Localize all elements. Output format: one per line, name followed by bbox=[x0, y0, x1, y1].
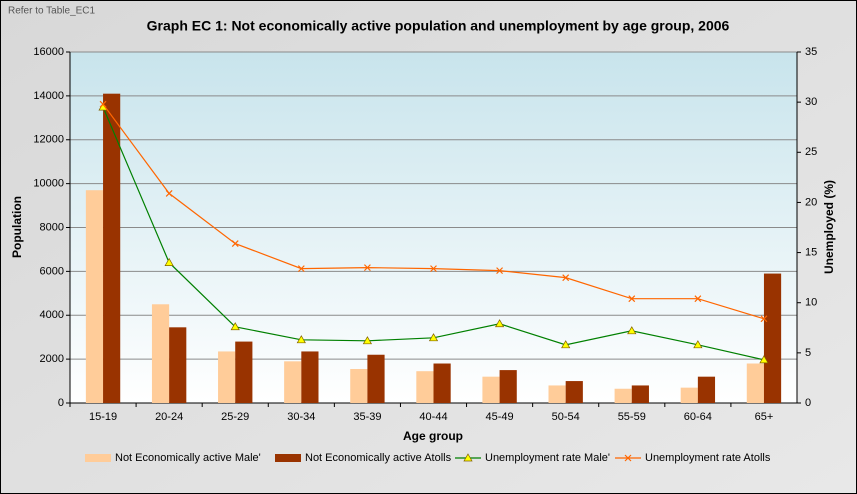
bar bbox=[350, 368, 368, 403]
point bbox=[430, 265, 437, 273]
bar bbox=[103, 93, 121, 404]
point bbox=[363, 264, 371, 272]
y-tick-label: 4000 bbox=[40, 309, 64, 321]
point bbox=[562, 274, 570, 282]
chart-title: Graph EC 1: Not economically active popu… bbox=[147, 18, 730, 34]
x-axis-title: Age group bbox=[403, 429, 463, 443]
point bbox=[760, 315, 768, 323]
x-tick-label: 45-49 bbox=[486, 411, 514, 423]
point bbox=[496, 267, 504, 275]
x-tick-label: 25-29 bbox=[221, 411, 249, 423]
point bbox=[628, 295, 636, 303]
y2-tick-label: 10 bbox=[805, 297, 817, 309]
legend-marker bbox=[463, 453, 473, 462]
y2-tick-label: 35 bbox=[805, 46, 817, 58]
y2-axis-title: Unemployed (%) bbox=[822, 180, 836, 274]
y-tick-label: 8000 bbox=[40, 221, 64, 233]
bar bbox=[746, 363, 764, 403]
y2-tick-label: 15 bbox=[805, 246, 817, 258]
y-tick-label: 14000 bbox=[33, 90, 64, 102]
bar bbox=[499, 370, 517, 403]
bar bbox=[301, 351, 319, 403]
point bbox=[627, 326, 637, 335]
bar bbox=[85, 190, 104, 403]
point bbox=[561, 340, 571, 349]
bar bbox=[218, 351, 236, 403]
bar bbox=[169, 327, 187, 403]
y-tick-label: 12000 bbox=[33, 134, 64, 146]
bar bbox=[482, 376, 500, 403]
point bbox=[296, 335, 306, 344]
x-tick-label: 15-19 bbox=[89, 411, 117, 423]
x-tick-label: 50-54 bbox=[552, 411, 580, 423]
point bbox=[428, 333, 439, 342]
y2-tick-label: 0 bbox=[805, 397, 811, 409]
bar bbox=[284, 361, 302, 403]
y-axis-title: Population bbox=[10, 196, 24, 258]
point bbox=[362, 336, 373, 345]
y-tick-label: 0 bbox=[58, 397, 64, 409]
bar bbox=[565, 381, 583, 403]
point bbox=[759, 355, 769, 364]
x-tick-label: 55-59 bbox=[618, 411, 646, 423]
bar bbox=[631, 385, 649, 403]
x-tick-label: 65+ bbox=[755, 411, 774, 423]
y-tick-label: 10000 bbox=[33, 178, 64, 190]
legend-label: Not Economically active Male' bbox=[115, 452, 261, 464]
bar bbox=[763, 273, 782, 403]
y-tick-label: 2000 bbox=[40, 353, 64, 365]
legend-label: Unemployment rate Male' bbox=[485, 452, 610, 464]
point bbox=[694, 295, 702, 303]
point bbox=[494, 319, 505, 328]
y2-tick-label: 5 bbox=[805, 347, 811, 359]
x-tick-label: 60-64 bbox=[684, 411, 712, 423]
bar bbox=[680, 387, 698, 403]
y2-tick-label: 25 bbox=[805, 146, 817, 158]
legend-label: Not Economically active Atolls bbox=[305, 452, 452, 464]
point bbox=[164, 257, 174, 266]
x-tick-label: 30-34 bbox=[287, 411, 315, 423]
point bbox=[99, 100, 107, 108]
x-tick-label: 35-39 bbox=[353, 411, 381, 423]
bar bbox=[367, 354, 385, 403]
bar bbox=[697, 376, 716, 403]
y2-tick-label: 30 bbox=[805, 96, 817, 108]
point bbox=[297, 265, 305, 273]
bar bbox=[433, 363, 451, 403]
bar bbox=[548, 385, 566, 403]
legend-marker bbox=[624, 454, 632, 462]
legend-label: Unemployment rate Atolls bbox=[645, 452, 771, 464]
bar bbox=[416, 371, 434, 403]
point bbox=[231, 240, 239, 247]
legend-swatch bbox=[275, 454, 301, 462]
point bbox=[693, 340, 703, 349]
bar bbox=[151, 304, 170, 403]
bar bbox=[235, 341, 253, 403]
point bbox=[165, 189, 173, 197]
note: Refer to Table_EC1 bbox=[8, 6, 96, 17]
legend-swatch bbox=[85, 454, 111, 462]
y2-tick-label: 20 bbox=[805, 196, 817, 208]
y-tick-label: 16000 bbox=[33, 46, 64, 58]
bar bbox=[614, 388, 632, 403]
x-tick-label: 40-44 bbox=[419, 411, 447, 423]
y-tick-label: 6000 bbox=[40, 265, 64, 277]
x-tick-label: 20-24 bbox=[155, 411, 183, 423]
point bbox=[230, 322, 240, 331]
